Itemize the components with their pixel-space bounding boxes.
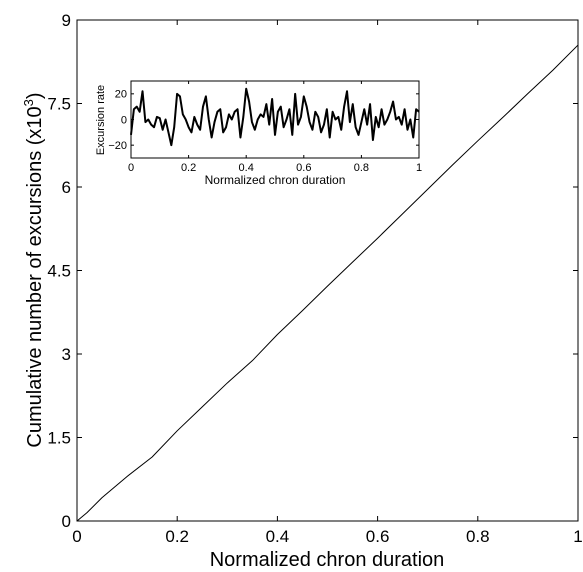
main-x-tick-label: 0.6 xyxy=(366,527,390,546)
main-y-axis-label-suffix: ) xyxy=(24,92,46,99)
main-x-tick-label: 0 xyxy=(72,527,81,546)
main-y-tick-label: 7.5 xyxy=(47,94,71,113)
inset-y-tick-label: −20 xyxy=(108,140,127,152)
inset-x-axis-ticks: 0 0.2 0.4 0.6 0.8 1 xyxy=(128,81,422,174)
main-chart: 0 0.2 0.4 0.6 0.8 1 0 1.5 3 4.5 6 7.5 9 Normalized … xyxy=(21,11,583,571)
main-y-axis-label-exponent: 3 xyxy=(21,99,36,106)
main-y-tick-label: 1.5 xyxy=(47,428,71,447)
main-x-axis-ticks: 0 0.2 0.4 0.6 0.8 1 xyxy=(72,20,583,546)
main-y-tick-label: 4.5 xyxy=(47,261,71,280)
main-y-axis-label-text: Cumulative number of excursions (x10 xyxy=(24,106,46,447)
main-x-tick-label: 0.2 xyxy=(165,527,189,546)
main-x-tick-label: 0.4 xyxy=(266,527,290,546)
inset-x-tick-label: 0.8 xyxy=(354,162,369,174)
inset-series-group xyxy=(130,87,420,147)
main-x-tick-label: 0.8 xyxy=(466,527,490,546)
main-y-axis-label: Cumulative number of excursions (x103) xyxy=(21,92,46,447)
inset-x-tick-label: 0.2 xyxy=(181,162,196,174)
inset-y-tick-label: 20 xyxy=(115,89,127,101)
main-x-tick-label: 1 xyxy=(573,527,582,546)
inset-x-tick-label: 0.4 xyxy=(239,162,254,174)
inset-y-axis-label: Excursion rate xyxy=(95,85,107,155)
inset-series-line xyxy=(130,87,420,147)
inset-y-axis-ticks: −20 0 20 xyxy=(108,89,419,152)
main-y-axis-ticks: 0 1.5 3 4.5 6 7.5 9 xyxy=(47,11,578,531)
inset-y-tick-label: 0 xyxy=(121,114,127,126)
main-y-tick-label: 3 xyxy=(62,345,71,364)
main-y-tick-label: 0 xyxy=(62,512,71,531)
main-x-axis-label: Normalized chron duration xyxy=(210,549,445,571)
main-y-tick-label: 9 xyxy=(62,11,71,30)
main-y-tick-label: 6 xyxy=(62,178,71,197)
inset-x-tick-label: 0.6 xyxy=(296,162,311,174)
inset-x-axis-label: Normalized chron duration xyxy=(205,173,346,187)
inset-x-tick-label: 0 xyxy=(128,162,134,174)
main-series-line xyxy=(76,44,579,522)
main-series-group xyxy=(76,44,579,522)
inset-x-tick-label: 1 xyxy=(416,162,422,174)
